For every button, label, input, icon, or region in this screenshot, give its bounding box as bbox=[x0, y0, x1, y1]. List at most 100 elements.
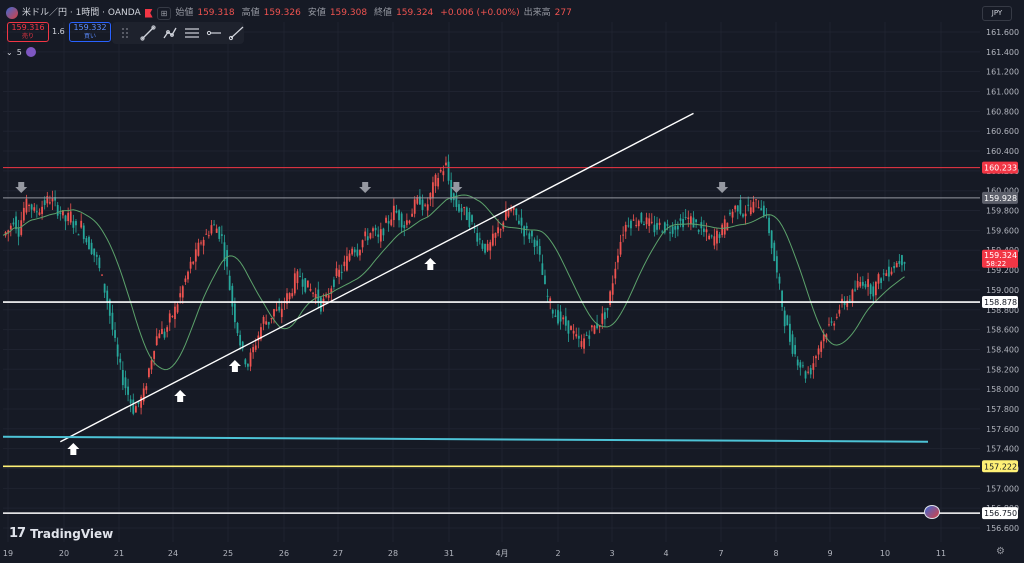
brand-name: TradingView bbox=[30, 526, 114, 541]
candle-body bbox=[210, 225, 213, 234]
x-tick-label: 4月 bbox=[495, 549, 508, 558]
horizontal-ray-icon[interactable] bbox=[206, 25, 222, 41]
candle-body bbox=[471, 215, 473, 222]
candle-body bbox=[749, 207, 752, 215]
current-price-label: 159.324 bbox=[984, 251, 1017, 260]
y-tick-label: 157.800 bbox=[986, 405, 1019, 414]
symbol-title[interactable]: 米ドル／円 · 1時間 · OANDA bbox=[22, 8, 141, 18]
candle-body bbox=[497, 227, 499, 234]
ray-icon[interactable] bbox=[228, 25, 244, 41]
current-price-tag bbox=[982, 249, 1018, 268]
candle-body bbox=[577, 335, 580, 339]
candle-body bbox=[176, 304, 179, 313]
candle-body bbox=[379, 229, 382, 242]
sell-label: 売り bbox=[21, 33, 34, 40]
candle-body bbox=[275, 309, 278, 311]
candle-body bbox=[588, 335, 591, 339]
drawing-toolbar bbox=[112, 22, 244, 44]
candle-body bbox=[267, 321, 270, 325]
down-arrow-marker bbox=[359, 182, 372, 193]
parallel-channel-icon[interactable] bbox=[184, 25, 200, 41]
candle-body bbox=[901, 255, 903, 266]
candle-body bbox=[601, 313, 604, 324]
candle-body bbox=[781, 290, 783, 307]
y-tick-label: 159.800 bbox=[986, 207, 1019, 216]
candle-body bbox=[405, 220, 408, 225]
candle-body bbox=[528, 233, 531, 240]
candle-body bbox=[314, 293, 317, 299]
support-trendline[interactable] bbox=[2, 435, 929, 443]
trend-line-icon[interactable] bbox=[140, 25, 156, 41]
price-level-label: 160.233 bbox=[984, 164, 1017, 173]
candle-body bbox=[692, 217, 695, 228]
price-level-tag bbox=[982, 191, 1018, 204]
candle-body bbox=[640, 212, 643, 223]
candle-body bbox=[319, 297, 322, 312]
candle-body bbox=[348, 253, 351, 261]
candle-body bbox=[703, 228, 705, 232]
y-tick-label: 156.600 bbox=[986, 524, 1019, 533]
down-arrow-marker bbox=[15, 182, 28, 193]
high-value: 159.326 bbox=[263, 8, 301, 18]
candle-body bbox=[161, 328, 163, 335]
symbol-header: 米ドル／円 · 1時間 · OANDA ⊞ 始値 159.318 高値 159.… bbox=[6, 5, 575, 21]
x-tick-label: 25 bbox=[223, 549, 233, 558]
candle-body bbox=[442, 171, 445, 176]
candle-body bbox=[17, 228, 20, 237]
compare-button[interactable]: ⊞ bbox=[156, 6, 172, 20]
candle-body bbox=[64, 215, 67, 222]
candle-body bbox=[794, 345, 797, 355]
candle-body bbox=[473, 227, 476, 229]
candle-body bbox=[20, 220, 23, 235]
candle-body bbox=[335, 268, 338, 277]
grip-icon[interactable] bbox=[118, 25, 134, 41]
buy-button[interactable]: 159.332 買い bbox=[69, 22, 111, 42]
candle-body bbox=[226, 250, 228, 267]
candle-body bbox=[775, 256, 778, 273]
candle-body bbox=[713, 236, 716, 246]
candle-body bbox=[325, 294, 327, 297]
candle-body bbox=[802, 365, 804, 367]
x-tick-label: 7 bbox=[718, 549, 723, 558]
path-icon[interactable] bbox=[162, 25, 178, 41]
market-flag-icon[interactable] bbox=[144, 8, 153, 18]
candle-body bbox=[658, 222, 661, 226]
usdjpy-flag-icon bbox=[6, 7, 18, 19]
chevron-down-icon[interactable]: ⌄ bbox=[6, 47, 13, 57]
candle-body bbox=[695, 219, 697, 223]
candle-body bbox=[489, 242, 492, 251]
event-flag-icon[interactable] bbox=[924, 505, 940, 519]
indicator-logo-icon[interactable] bbox=[25, 47, 36, 57]
candle-body bbox=[309, 289, 312, 291]
candle-body bbox=[25, 198, 28, 213]
candle-body bbox=[95, 254, 98, 257]
candle-body bbox=[434, 174, 437, 187]
currency-button[interactable]: JPY bbox=[982, 6, 1012, 21]
gear-icon[interactable]: ⚙ bbox=[996, 546, 1005, 557]
candle-body bbox=[757, 207, 760, 209]
candle-body bbox=[869, 284, 872, 295]
price-level-label: 159.928 bbox=[984, 194, 1017, 203]
candle-body bbox=[867, 279, 869, 287]
candle-body bbox=[382, 228, 385, 236]
candle-body bbox=[786, 315, 789, 326]
candle-body bbox=[890, 271, 893, 275]
candle-body bbox=[682, 218, 684, 228]
x-tick-label: 9 bbox=[827, 549, 832, 558]
candle-body bbox=[554, 315, 557, 317]
candle-body bbox=[773, 242, 776, 262]
sell-button[interactable]: 159.316 売り bbox=[7, 22, 49, 42]
candle-body bbox=[609, 291, 612, 305]
y-tick-label: 161.200 bbox=[986, 68, 1019, 77]
ascending-trendline[interactable] bbox=[60, 112, 694, 443]
candle-body bbox=[377, 234, 380, 237]
candle-body bbox=[531, 230, 533, 237]
candle-body bbox=[223, 242, 226, 262]
candle-body bbox=[43, 200, 46, 206]
candle-body bbox=[174, 306, 176, 320]
candle-body bbox=[260, 327, 262, 340]
candle-body bbox=[403, 225, 406, 229]
candle-body bbox=[234, 303, 236, 323]
candle-body bbox=[398, 210, 400, 221]
